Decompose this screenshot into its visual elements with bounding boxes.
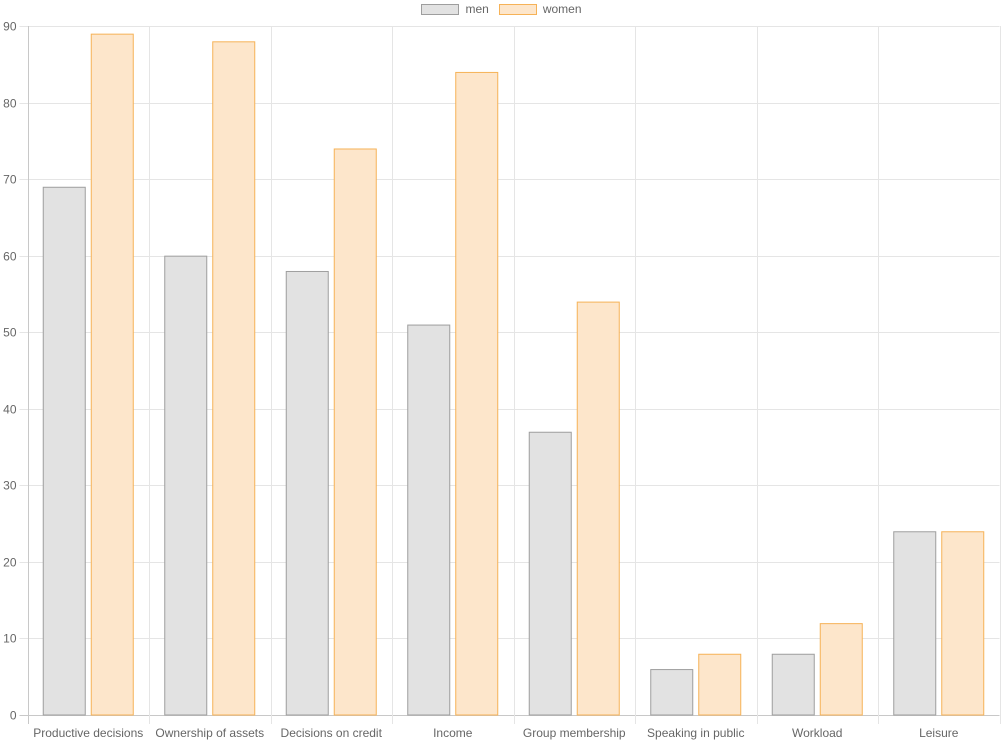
y-tick-label: 80 bbox=[3, 97, 17, 111]
bar-men-decisions-on-credit[interactable] bbox=[285, 270, 329, 716]
legend-item-women[interactable]: women bbox=[498, 2, 582, 16]
legend-label-women: women bbox=[542, 2, 582, 16]
bar-men-speaking-in-public[interactable] bbox=[650, 669, 694, 716]
chart-legend: men women bbox=[0, 2, 1003, 16]
y-tick-label: 90 bbox=[3, 20, 17, 34]
y-tick-label: 20 bbox=[3, 556, 17, 570]
bar-women-decisions-on-credit[interactable] bbox=[333, 148, 377, 716]
x-tick-label: Workload bbox=[792, 726, 842, 740]
y-tick-label: 60 bbox=[3, 250, 17, 264]
bar-women-group-membership[interactable] bbox=[576, 301, 620, 716]
y-tick-label: 50 bbox=[3, 326, 17, 340]
bars bbox=[42, 33, 985, 716]
y-tick-label: 10 bbox=[3, 632, 17, 646]
bar-men-group-membership[interactable] bbox=[528, 431, 572, 716]
y-axis: 0 10 20 30 40 50 60 70 80 90 bbox=[3, 20, 17, 723]
bar-men-ownership-of-assets[interactable] bbox=[164, 255, 208, 716]
bar-women-speaking-in-public[interactable] bbox=[698, 653, 742, 716]
bar-women-leisure[interactable] bbox=[941, 531, 985, 716]
bar-women-income[interactable] bbox=[455, 71, 499, 716]
x-tick-label: Income bbox=[433, 726, 473, 740]
grid-lines bbox=[19, 26, 1001, 724]
y-tick-label: 70 bbox=[3, 173, 17, 187]
bar-men-productive-decisions[interactable] bbox=[42, 186, 86, 716]
y-tick-label: 40 bbox=[3, 403, 17, 417]
bar-women-ownership-of-assets[interactable] bbox=[212, 41, 256, 716]
bar-men-income[interactable] bbox=[407, 324, 451, 716]
y-tick-label: 30 bbox=[3, 479, 17, 493]
x-tick-label: Productive decisions bbox=[33, 726, 143, 740]
bar-men-workload[interactable] bbox=[771, 653, 815, 716]
x-axis: Productive decisions Ownership of assets D… bbox=[33, 726, 959, 740]
legend-label-men: men bbox=[465, 2, 489, 16]
x-tick-label: Decisions on credit bbox=[281, 726, 383, 740]
legend-swatch-men bbox=[421, 3, 460, 15]
x-tick-label: Speaking in public bbox=[647, 726, 744, 740]
x-tick-label: Group membership bbox=[523, 726, 626, 740]
x-tick-label: Leisure bbox=[919, 726, 959, 740]
x-tick-label: Ownership of assets bbox=[155, 726, 264, 740]
legend-item-men[interactable]: men bbox=[421, 2, 489, 16]
bar-men-leisure[interactable] bbox=[893, 531, 937, 716]
y-tick-label: 0 bbox=[10, 709, 17, 723]
bar-women-workload[interactable] bbox=[819, 623, 863, 716]
legend-swatch-women bbox=[498, 3, 537, 15]
bar-women-productive-decisions[interactable] bbox=[90, 33, 134, 716]
